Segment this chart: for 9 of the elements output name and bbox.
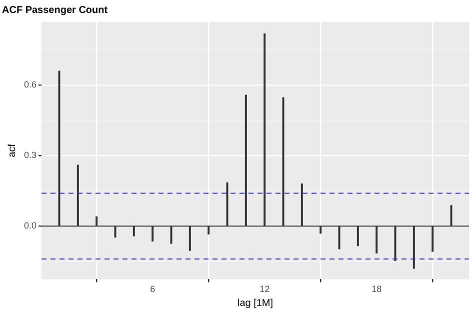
y-tick-label: 0.6 xyxy=(24,80,37,90)
x-tick-label: 12 xyxy=(260,284,270,294)
y-axis-title: acf xyxy=(6,144,18,158)
x-tick-label: 18 xyxy=(372,284,382,294)
chart-title: ACF Passenger Count xyxy=(2,4,108,16)
x-tick-label: 6 xyxy=(150,284,156,294)
x-axis-title: lag [1M] xyxy=(237,298,274,309)
y-tick-label: 0.3 xyxy=(24,150,37,160)
y-tick-label: 0.0 xyxy=(24,220,37,231)
